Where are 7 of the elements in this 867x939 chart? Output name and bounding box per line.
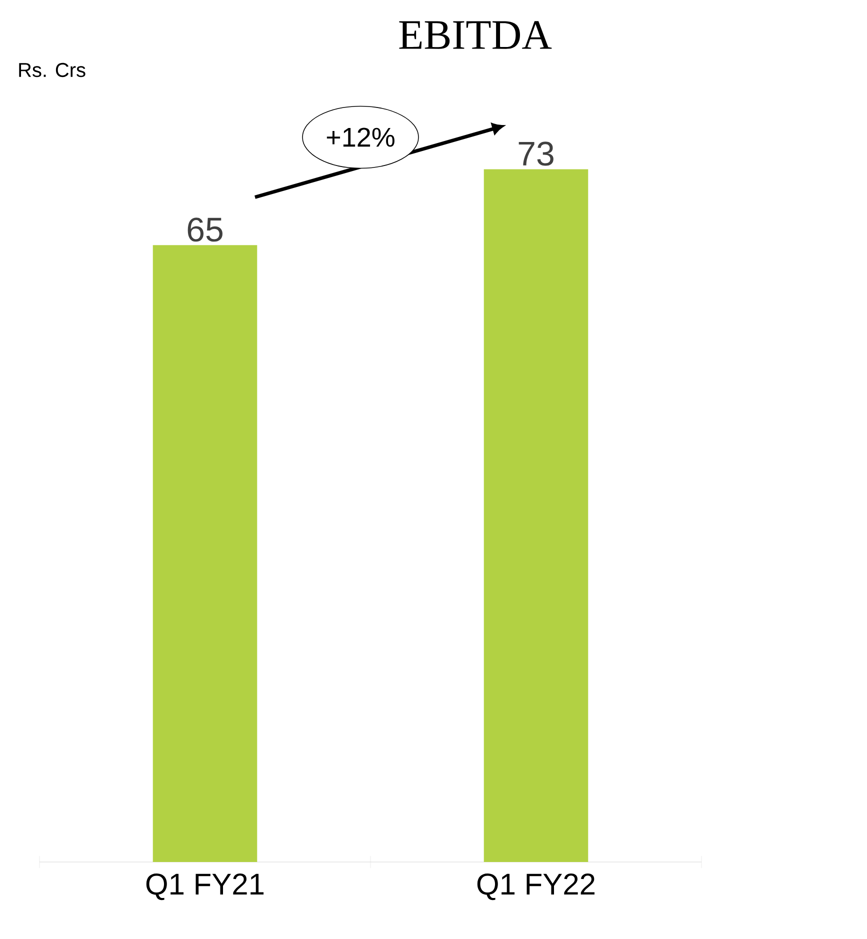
data-label: 73	[518, 142, 554, 166]
data-label: 65	[188, 218, 222, 242]
y-axis-title: Rs. Crs	[19, 62, 86, 78]
x-tick-label: Q1 FY22	[477, 874, 594, 900]
text: +12%	[326, 128, 394, 147]
chart-title: EBITDA	[399, 21, 552, 49]
x-tick-label: Q1 FY21	[146, 874, 264, 900]
